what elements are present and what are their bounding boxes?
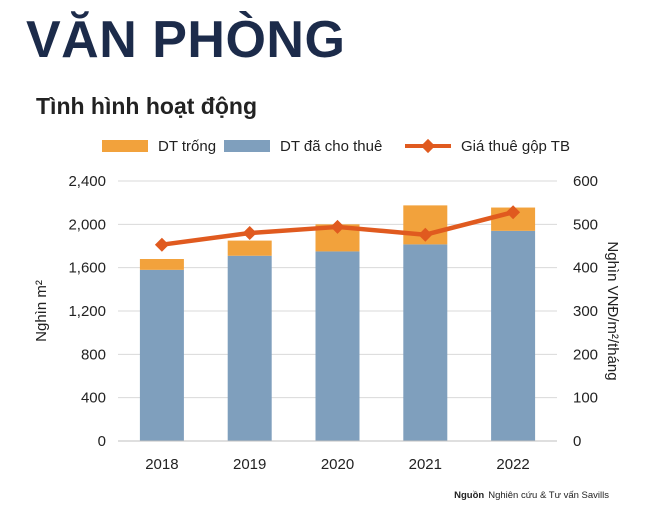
legend-label-rent: Giá thuê gộp TB	[461, 137, 570, 155]
y-tick-label: 800	[81, 346, 106, 363]
source-text: Nghiên cứu & Tư vấn Savills	[488, 490, 609, 501]
legend-item-leased: DT đã cho thuê	[224, 134, 382, 158]
legend-label-vacant: DT trống	[158, 137, 217, 155]
bar-leased	[315, 251, 360, 441]
y-tick-label: 0	[98, 433, 106, 450]
chart-legend: DT trống DT đã cho thuê Giá thuê gộp TB	[0, 134, 647, 158]
y-tick-label: 1,600	[68, 260, 106, 277]
y-tick-label: 1,200	[68, 303, 106, 320]
bar-vacant	[227, 240, 272, 256]
bar-leased	[491, 230, 536, 441]
page-title: VĂN PHÒNG	[26, 11, 346, 69]
legend-item-vacant: DT trống	[102, 134, 216, 158]
legend-swatch-leased	[224, 140, 270, 152]
source-label: Nguồn	[454, 490, 485, 501]
y-tick-label: 2,400	[68, 173, 106, 190]
point-rent	[242, 226, 257, 240]
source-note: Nguồn Nghiên cứu & Tư vấn Savills	[454, 490, 609, 501]
y2-tick-label: 300	[573, 303, 598, 320]
y2-tick-label: 400	[573, 260, 598, 277]
y2-tick-label: 200	[573, 346, 598, 363]
y2-tick-label: 0	[573, 433, 581, 450]
y2-tick-label: 500	[573, 216, 598, 233]
x-tick-label: 2020	[321, 456, 354, 473]
y2-tick-label: 600	[573, 173, 598, 190]
point-rent	[330, 219, 345, 234]
x-tick-label: 2018	[145, 456, 178, 473]
legend-swatch-rent	[405, 140, 451, 152]
x-tick-label: 2019	[233, 456, 266, 473]
y-tick-label: 2,000	[68, 216, 106, 233]
y-tick-label: 400	[81, 390, 106, 407]
point-rent	[418, 227, 433, 242]
legend-item-rent: Giá thuê gộp TB	[405, 134, 570, 158]
bar-vacant	[139, 259, 184, 270]
bar-leased	[139, 269, 184, 441]
bar-leased	[403, 244, 448, 441]
point-rent	[506, 205, 521, 220]
x-tick-label: 2021	[409, 456, 442, 473]
y2-axis-label: Nghìn VNĐ/m²/tháng	[604, 241, 621, 380]
point-rent	[154, 237, 169, 252]
bar-leased	[227, 255, 272, 441]
legend-swatch-vacant	[102, 140, 148, 152]
legend-label-leased: DT đã cho thuê	[280, 137, 383, 155]
y2-tick-label: 100	[573, 390, 598, 407]
y-axis-label: Nghìn m²	[33, 280, 50, 342]
x-tick-label: 2022	[496, 456, 529, 473]
chart-title: Tình hình hoạt động	[36, 93, 257, 119]
